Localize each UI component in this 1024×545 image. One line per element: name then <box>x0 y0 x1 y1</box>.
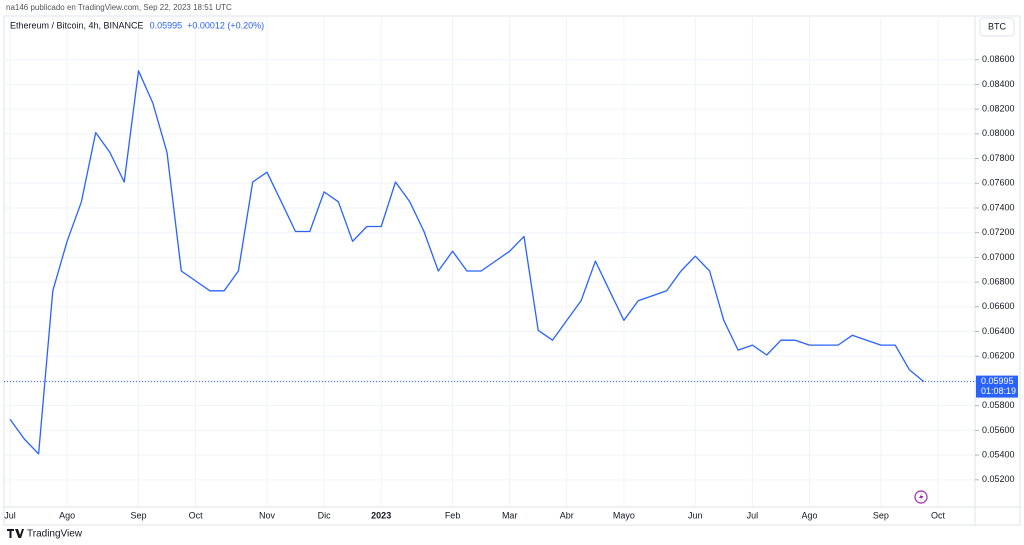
y-tick-label: 0.06200 <box>982 351 1015 361</box>
legend-title: Ethereum / Bitcoin, 4h, BINANCE <box>10 20 144 30</box>
x-tick-label: Jul <box>747 510 759 520</box>
x-tick-label: Abr <box>560 510 574 520</box>
chart-frame <box>3 15 1021 526</box>
y-tick-label: 0.07400 <box>982 202 1015 212</box>
y-tick-label: 0.05200 <box>982 474 1015 484</box>
grid <box>4 16 975 507</box>
y-tick-label: 0.07600 <box>982 178 1015 188</box>
brand-logo <box>7 529 24 538</box>
x-tick-label: Nov <box>259 510 276 520</box>
price-line <box>9 70 925 455</box>
legend: Ethereum / Bitcoin, 4h, BINANCE 0.05995 … <box>10 20 264 30</box>
y-tick-label: 0.07000 <box>982 252 1015 262</box>
y-tick-label: 0.08400 <box>982 79 1015 89</box>
x-tick-label: Sep <box>873 510 889 520</box>
x-tick-label: Ago <box>59 510 75 520</box>
lightning-icon[interactable] <box>914 490 928 504</box>
countdown-label: 01:08:19 <box>981 386 1016 396</box>
x-tick-label: Mayo <box>613 510 635 520</box>
last-price-label: 0.05995 <box>981 376 1014 386</box>
x-tick-label: Feb <box>445 510 461 520</box>
x-tick-label: Oct <box>189 510 204 520</box>
x-tick-label: 2023 <box>371 510 391 520</box>
last-price-box <box>976 375 1018 398</box>
y-tick-label: 0.07800 <box>982 153 1015 163</box>
x-tick-label: Jul <box>4 510 16 520</box>
y-tick-label: 0.06400 <box>982 326 1015 336</box>
y-tick-label: 0.05600 <box>982 425 1015 435</box>
legend-change: +0.00012 (+0.20%) <box>187 20 264 30</box>
x-tick-label: Oct <box>931 510 946 520</box>
y-tick-label: 0.05400 <box>982 449 1015 459</box>
x-tick-label: Jun <box>688 510 703 520</box>
y-tick-label: 0.06600 <box>982 301 1015 311</box>
y-tick-label: 0.06800 <box>982 276 1015 286</box>
y-tick-label: 0.08000 <box>982 128 1015 138</box>
publisher-note: na146 publicado en TradingView.com, Sep … <box>6 3 232 12</box>
x-tick-label: Dic <box>318 510 331 520</box>
currency-button[interactable] <box>979 17 1015 37</box>
x-tick-label: Mar <box>502 510 518 520</box>
y-tick-label: 0.08200 <box>982 104 1015 114</box>
x-tick-label: Ago <box>801 510 817 520</box>
y-tick-label: 0.07200 <box>982 227 1015 237</box>
legend-price: 0.05995 <box>150 20 183 30</box>
y-tick-label: 0.08600 <box>982 54 1015 64</box>
x-tick-label: Sep <box>130 510 146 520</box>
currency-button-label[interactable]: BTC <box>988 21 1007 31</box>
y-tick-label: 0.05800 <box>982 400 1015 410</box>
brand-name: TradingView <box>27 529 83 540</box>
